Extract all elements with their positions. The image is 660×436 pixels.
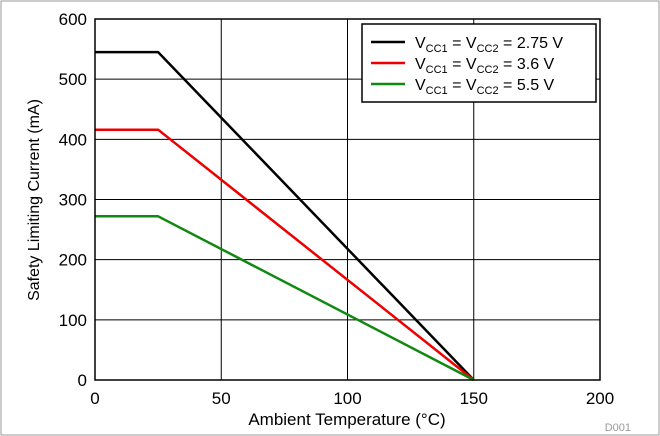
y-tick-label: 500 <box>59 70 87 89</box>
y-tick-label: 300 <box>59 191 87 210</box>
series-lines <box>95 50 475 382</box>
y-tick-label: 100 <box>59 311 87 330</box>
legend-label: VCC1 = VCC2 = 3.6 V <box>415 56 555 76</box>
y-axis-label: Safety Limiting Current (mA) <box>26 99 43 301</box>
y-tick-label: 600 <box>59 10 87 29</box>
series-line-1 <box>95 50 475 381</box>
x-tick-label: 0 <box>90 389 99 408</box>
y-tick-label: 400 <box>59 130 87 149</box>
x-tick-label: 150 <box>460 389 488 408</box>
x-tick-label: 100 <box>333 389 361 408</box>
figure-id: D001 <box>605 422 631 434</box>
grid <box>95 19 600 380</box>
x-tick-label: 50 <box>212 389 231 408</box>
series-line-2 <box>95 128 475 381</box>
series-line-3 <box>95 215 475 382</box>
y-tick-label: 200 <box>59 251 87 270</box>
legend-label: VCC1 = VCC2 = 2.75 V <box>415 35 563 55</box>
legend-label: VCC1 = VCC2 = 5.5 V <box>415 77 555 97</box>
x-axis-label: Ambient Temperature (°C) <box>248 410 445 429</box>
y-tick-label: 0 <box>78 371 87 390</box>
x-tick-label: 200 <box>586 389 614 408</box>
plot-area-frame <box>94 18 601 381</box>
tick-labels: 0 50 100 150 200 0 100 200 300 400 500 600 <box>59 10 615 408</box>
